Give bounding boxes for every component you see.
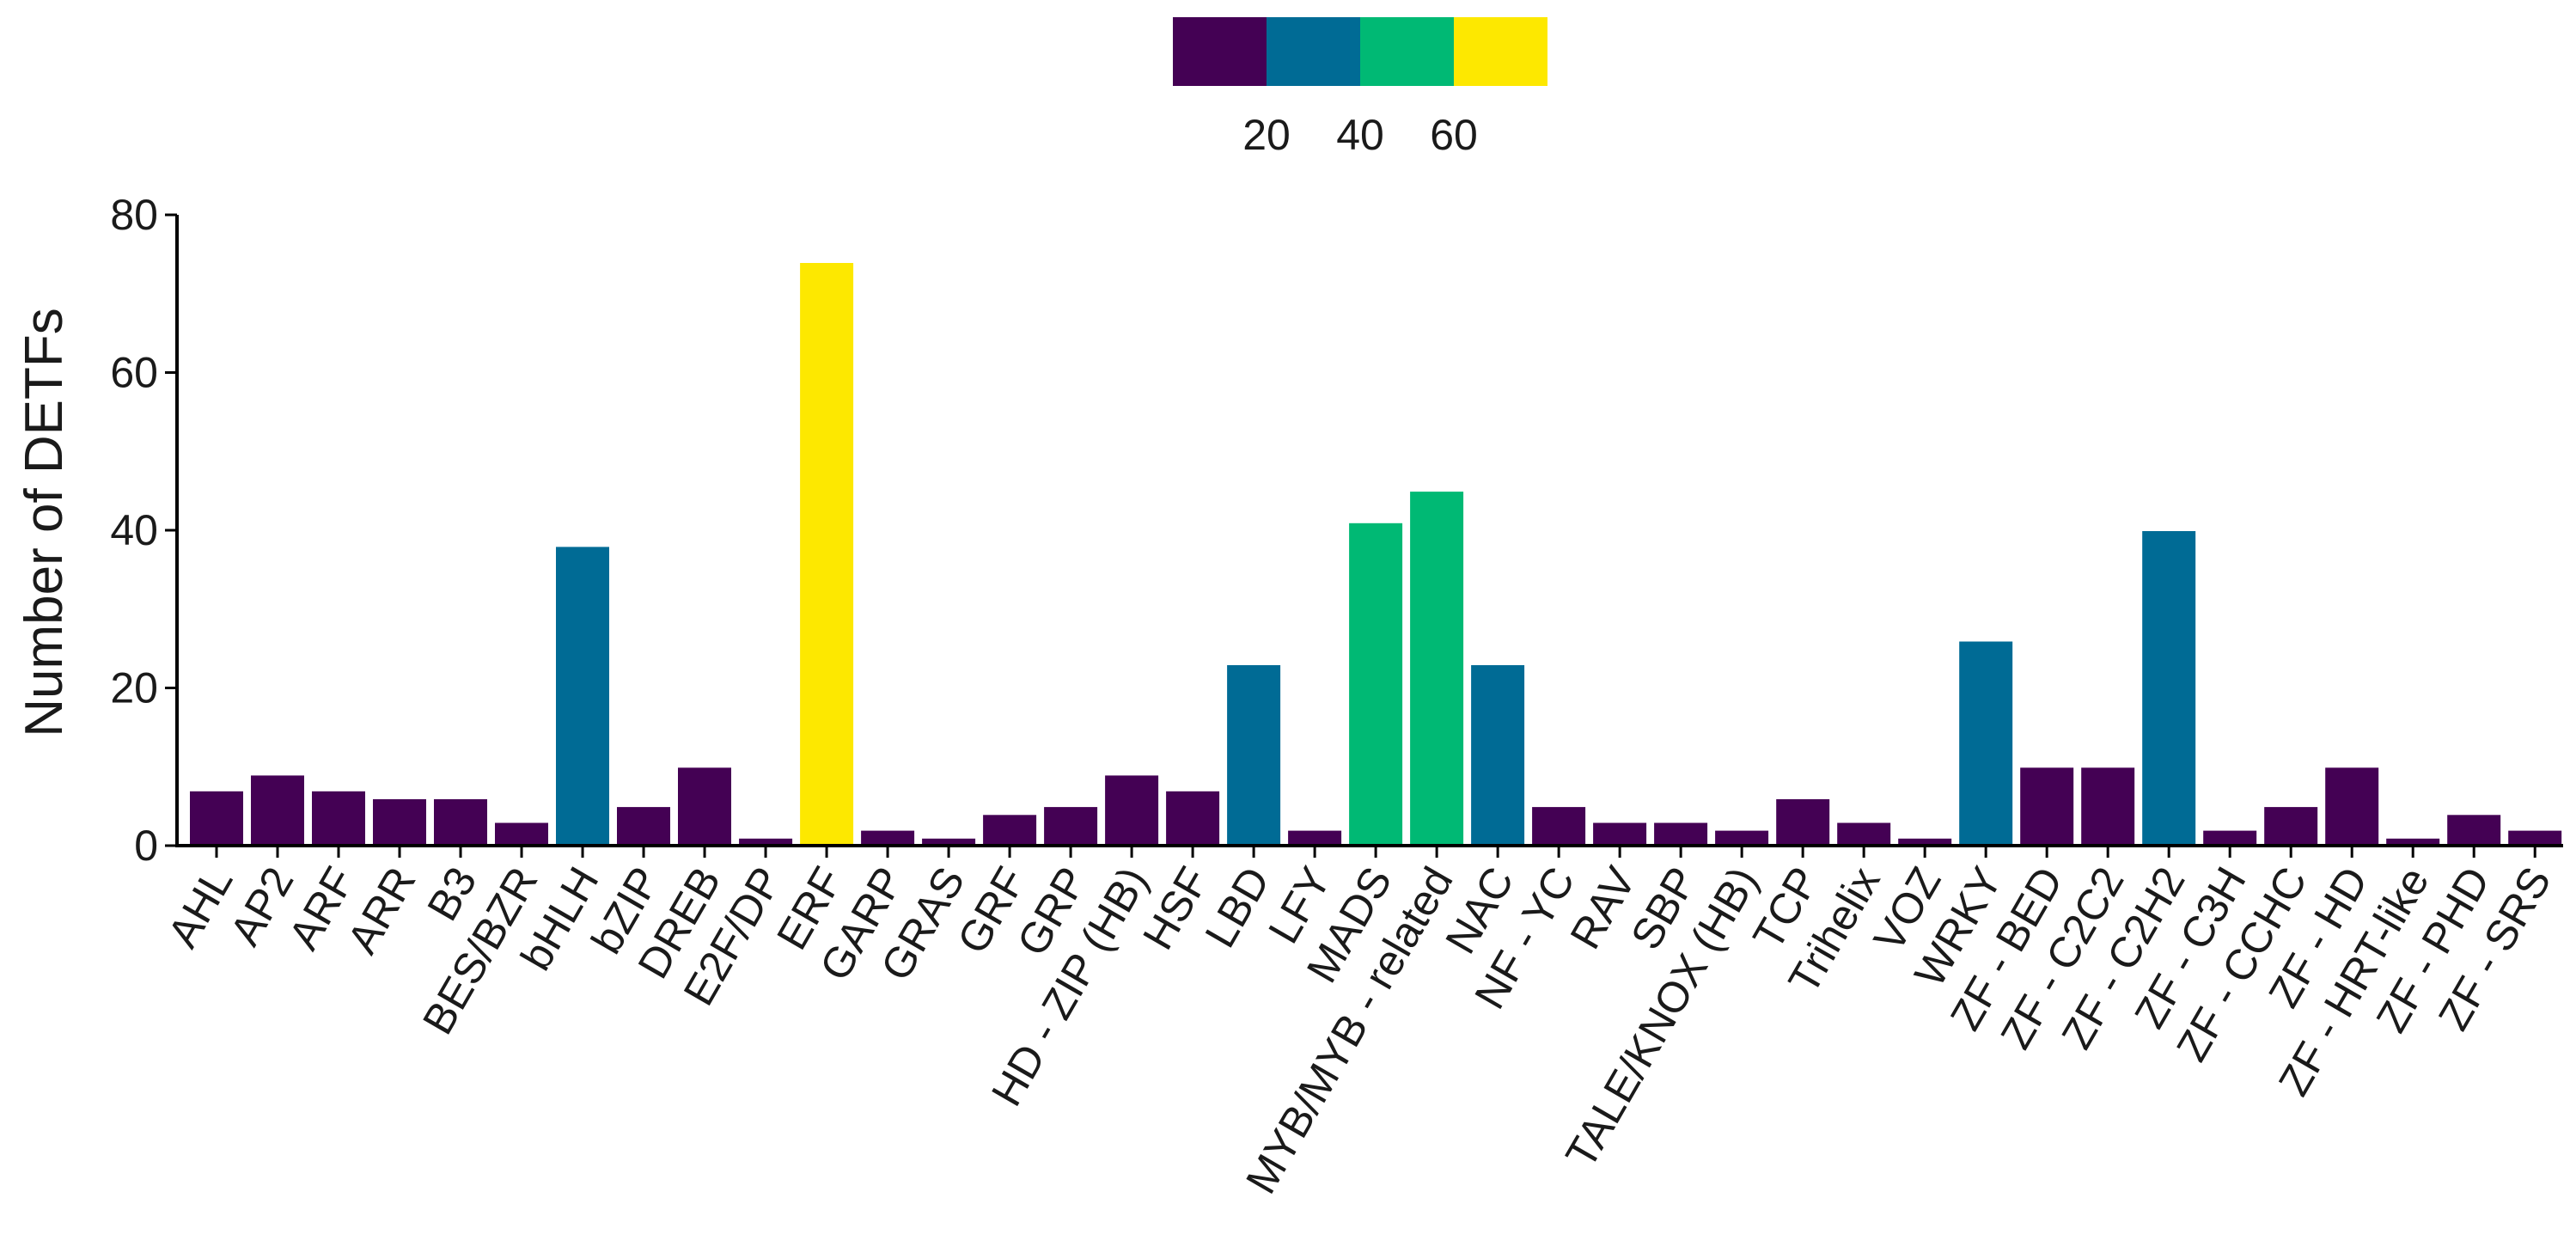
y-tick-label: 0 bbox=[134, 822, 158, 870]
bar bbox=[1835, 821, 1893, 846]
bar bbox=[1774, 798, 1832, 846]
bar bbox=[1286, 828, 1344, 846]
bar bbox=[2506, 828, 2564, 846]
bar bbox=[1347, 521, 1405, 846]
bar bbox=[859, 828, 917, 846]
bar bbox=[1591, 821, 1649, 846]
bar bbox=[1469, 663, 1527, 846]
bar bbox=[2018, 766, 2076, 847]
legend-swatch bbox=[1454, 17, 1547, 86]
bar bbox=[1713, 828, 1771, 846]
bar bbox=[432, 798, 489, 846]
bar bbox=[2445, 813, 2503, 846]
x-tick-label: ARR bbox=[338, 859, 424, 962]
bar bbox=[1408, 490, 1466, 846]
bar bbox=[1652, 821, 1710, 846]
bars bbox=[188, 261, 2564, 847]
legend-tick-label: 40 bbox=[1336, 111, 1384, 159]
legend-swatch bbox=[1173, 17, 1267, 86]
y-axis: 0 20 40 60 80 bbox=[110, 191, 179, 870]
bar bbox=[2079, 766, 2137, 847]
bar bbox=[676, 766, 733, 847]
x-tick-label: HSF bbox=[1133, 859, 1218, 958]
bar bbox=[2201, 828, 2259, 846]
legend-tick-label: 60 bbox=[1430, 111, 1478, 159]
color-legend: 20 40 60 bbox=[1173, 17, 1547, 159]
bar bbox=[1957, 639, 2015, 846]
bar bbox=[2323, 766, 2381, 847]
bar bbox=[2262, 805, 2320, 846]
x-axis: AHLAP2ARFARRB3BES/BZRbHLHbZIPDREBE2F/DPE… bbox=[158, 844, 2563, 1201]
bar bbox=[1225, 663, 1283, 846]
y-tick-label: 60 bbox=[110, 349, 158, 397]
bar bbox=[2140, 529, 2198, 846]
legend-swatch bbox=[1267, 17, 1360, 86]
bar bbox=[1530, 805, 1588, 846]
bar bbox=[493, 821, 550, 846]
legend-swatch bbox=[1360, 17, 1454, 86]
bar bbox=[371, 798, 428, 846]
bar bbox=[798, 261, 856, 846]
y-tick-label: 20 bbox=[110, 664, 158, 712]
y-tick-label: 40 bbox=[110, 506, 158, 554]
bar bbox=[554, 545, 611, 847]
bar bbox=[1164, 789, 1222, 846]
bar bbox=[310, 789, 367, 846]
bar bbox=[1042, 805, 1100, 846]
bar bbox=[188, 789, 245, 846]
bar bbox=[249, 773, 306, 847]
y-tick-label: 80 bbox=[110, 191, 158, 239]
legend-tick-label: 20 bbox=[1242, 111, 1291, 159]
x-tick-label: LBD bbox=[1195, 859, 1279, 956]
bar bbox=[981, 813, 1039, 846]
x-tick-label: RAV bbox=[1561, 859, 1645, 956]
bar bbox=[615, 805, 672, 846]
y-axis-label: Number of DETFs bbox=[15, 308, 74, 737]
bar bbox=[1103, 773, 1161, 847]
x-tick-label: AHL bbox=[158, 859, 241, 956]
